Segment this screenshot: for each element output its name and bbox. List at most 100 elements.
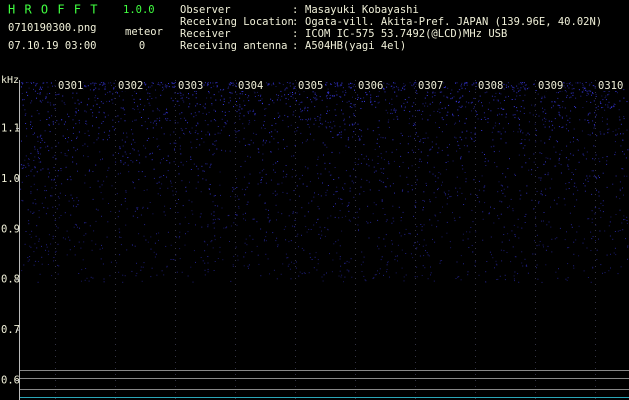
- noise-dot: [591, 82, 593, 84]
- noise-dot: [45, 97, 47, 99]
- noise-dot: [424, 105, 426, 107]
- noise-dot: [230, 280, 232, 282]
- noise-dot: [349, 220, 351, 222]
- noise-dot: [178, 165, 179, 167]
- noise-dot: [474, 132, 476, 134]
- noise-dot: [577, 189, 579, 191]
- noise-dot: [263, 139, 264, 141]
- noise-dot: [245, 94, 247, 95]
- noise-dot: [231, 82, 232, 84]
- noise-dot: [626, 222, 628, 224]
- noise-dot: [125, 153, 127, 155]
- noise-dot: [535, 113, 537, 115]
- noise-dot: [327, 91, 329, 93]
- noise-dot: [339, 152, 341, 154]
- noise-dot: [285, 88, 286, 90]
- noise-dot: [570, 92, 572, 94]
- noise-dot: [587, 119, 589, 121]
- noise-dot: [66, 230, 68, 232]
- noise-dot: [294, 131, 296, 133]
- noise-dot: [377, 155, 379, 157]
- noise-dot: [313, 139, 315, 141]
- noise-dot: [73, 226, 75, 228]
- noise-dot: [316, 269, 318, 271]
- noise-dot: [30, 121, 32, 123]
- noise-dot: [503, 83, 505, 85]
- noise-dot: [225, 150, 226, 152]
- noise-dot: [508, 95, 509, 97]
- noise-dot: [78, 109, 79, 111]
- noise-dot: [230, 84, 231, 86]
- noise-dot: [505, 96, 507, 98]
- noise-dot: [559, 115, 561, 117]
- noise-dot: [124, 141, 126, 143]
- noise-dot: [326, 95, 328, 96]
- noise-dot: [53, 179, 55, 181]
- noise-dot: [271, 135, 273, 137]
- noise-dot: [518, 83, 520, 85]
- noise-dot: [583, 154, 585, 156]
- noise-dot: [503, 188, 505, 190]
- noise-dot: [63, 123, 65, 125]
- noise-dot: [516, 85, 518, 87]
- noise-dot: [524, 88, 526, 90]
- noise-dot: [81, 280, 82, 282]
- noise-dot: [300, 119, 302, 121]
- noise-dot: [329, 110, 330, 111]
- noise-dot: [141, 171, 143, 173]
- noise-dot: [463, 204, 465, 205]
- noise-dot: [108, 134, 110, 136]
- noise-dot: [107, 221, 109, 223]
- noise-dot: [627, 246, 629, 248]
- noise-dot: [508, 86, 509, 88]
- noise-dot: [180, 128, 182, 129]
- noise-dot: [465, 137, 467, 139]
- noise-dot: [118, 210, 120, 212]
- noise-dot: [499, 200, 501, 202]
- noise-dot: [166, 112, 168, 114]
- noise-dot: [341, 216, 343, 218]
- noise-dot: [130, 160, 132, 161]
- noise-dot: [584, 190, 586, 192]
- noise-dot: [318, 126, 320, 128]
- noise-dot: [340, 137, 342, 139]
- noise-dot: [353, 115, 355, 117]
- noise-dot: [218, 91, 220, 93]
- noise-dot: [375, 204, 377, 206]
- noise-dot: [172, 190, 174, 192]
- noise-dot: [221, 149, 223, 151]
- noise-dot: [313, 196, 315, 198]
- noise-dot: [100, 101, 102, 103]
- noise-dot: [31, 230, 33, 232]
- noise-dot: [501, 114, 503, 116]
- noise-dot: [195, 147, 197, 149]
- noise-dot: [20, 86, 22, 88]
- noise-dot: [277, 211, 279, 213]
- noise-dot: [312, 91, 314, 93]
- noise-dot: [264, 142, 266, 144]
- noise-dot: [155, 97, 157, 99]
- noise-dot: [57, 94, 59, 95]
- noise-dot: [111, 185, 113, 187]
- noise-dot: [306, 139, 308, 141]
- noise-dot: [116, 193, 118, 195]
- noise-dot: [77, 226, 78, 228]
- noise-dot: [169, 162, 171, 164]
- noise-dot: [334, 95, 335, 97]
- noise-dot: [423, 239, 425, 241]
- noise-dot: [441, 131, 443, 133]
- noise-dot: [274, 190, 276, 192]
- noise-dot: [413, 215, 414, 217]
- noise-dot: [499, 102, 501, 104]
- noise-dot: [578, 225, 580, 227]
- noise-dot: [533, 153, 535, 155]
- noise-dot: [322, 280, 324, 282]
- noise-dot: [267, 216, 269, 218]
- noise-dot: [189, 131, 191, 133]
- noise-dot: [333, 82, 335, 83]
- noise-dot: [254, 120, 256, 121]
- noise-dot: [37, 136, 39, 138]
- noise-dot: [285, 97, 287, 99]
- noise-dot: [613, 105, 615, 107]
- noise-dot: [285, 253, 287, 255]
